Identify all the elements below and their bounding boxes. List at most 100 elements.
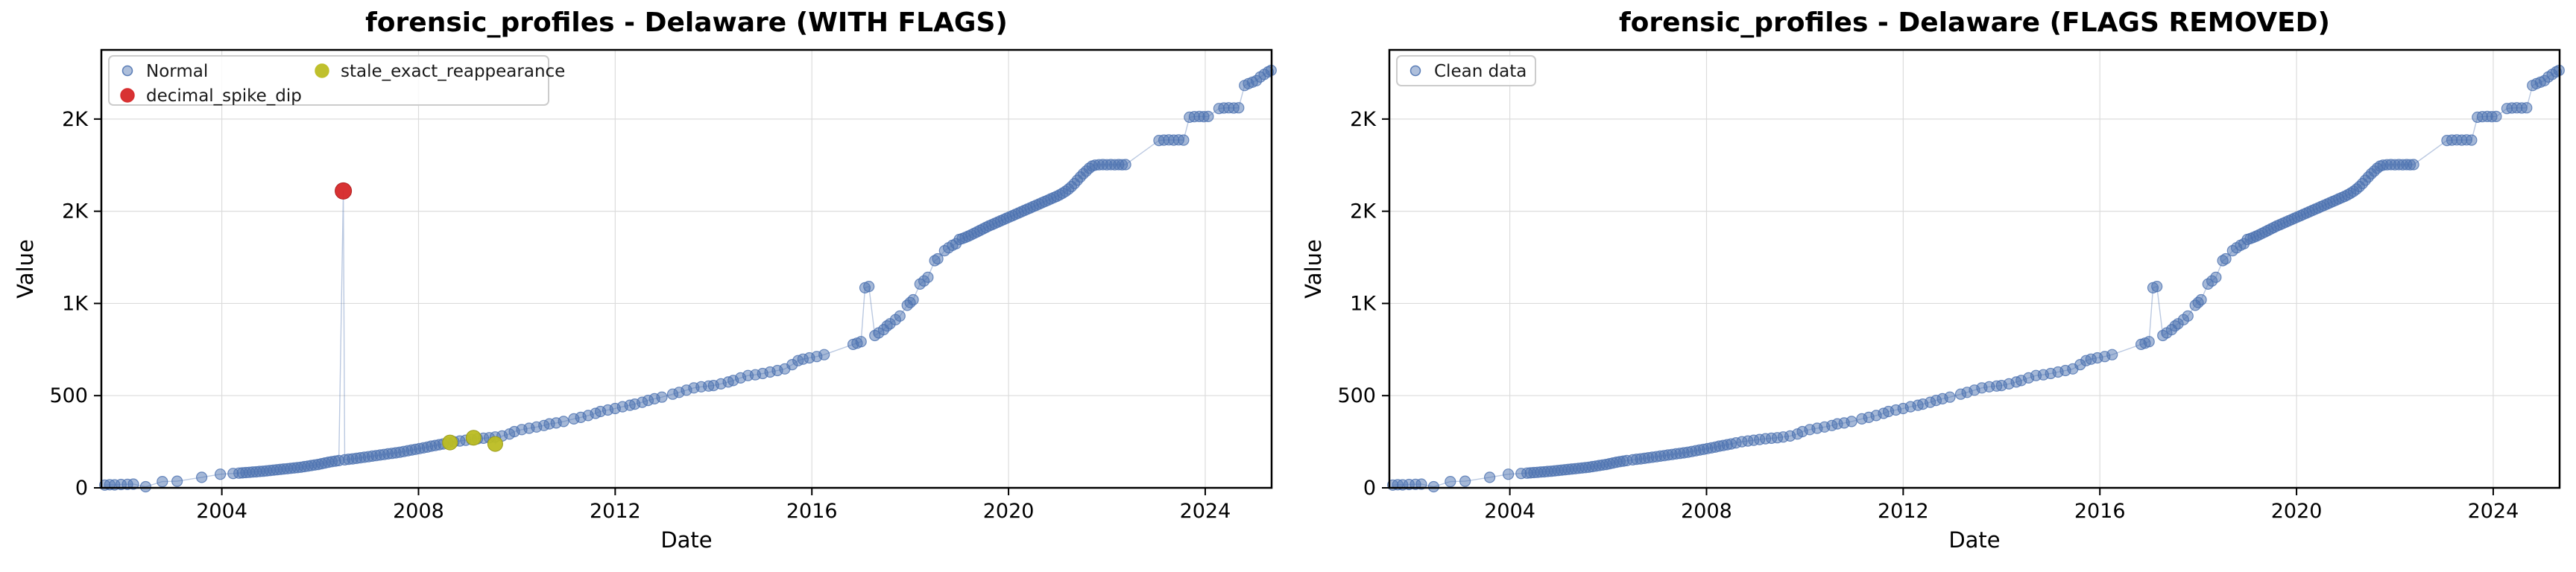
y-tick-label: 1K: [1350, 292, 1377, 315]
chart-title: forensic_profiles - Delaware (FLAGS REMO…: [1619, 7, 2330, 38]
legend-item-label: Clean data: [1434, 62, 1527, 81]
y-tick-label: 0: [75, 477, 88, 500]
data-point: [2521, 102, 2533, 114]
x-axis-ticks: 2004 2008 2012 2016 2020 2024: [1484, 488, 2519, 523]
data-point: [1202, 110, 1214, 122]
data-point: [932, 252, 944, 265]
data-point: [2210, 271, 2222, 283]
legend-item-label: Normal: [146, 62, 208, 81]
plot-frame: [1388, 48, 2561, 489]
y-tick-label: 2K: [1350, 108, 1377, 131]
y-tick-label: 2K: [1350, 200, 1377, 223]
data-point: [2408, 159, 2419, 171]
data-point: [1503, 468, 1515, 480]
chart-svg: 2004 2008 2012 2016 2020 2024 0 500 1K 2K 2K forens…: [1301, 7, 2565, 553]
x-tick-label: 2012: [590, 500, 641, 523]
y-tick-label: 0: [1363, 477, 1376, 500]
x-axis-label: Date: [1948, 527, 2000, 553]
legend: Clean data: [1396, 55, 1536, 86]
data-point: [1944, 391, 1956, 403]
legend-marker-icon: [315, 63, 329, 78]
legend-item-label: stale_exact_reappearance: [341, 62, 565, 81]
data-point: [1233, 102, 1245, 114]
flag-point-red: [335, 182, 353, 200]
data-point: [1120, 159, 1131, 171]
flag-point-yellow: [442, 434, 458, 451]
x-tick-label: 2020: [983, 500, 1035, 523]
flag-points-spike: [335, 182, 353, 200]
data-point: [196, 471, 208, 483]
x-tick-label: 2012: [1878, 500, 1929, 523]
grid: [1389, 50, 2560, 489]
chart-title: forensic_profiles - Delaware (WITH FLAGS…: [365, 7, 1008, 38]
flag-point-yellow: [487, 436, 503, 452]
x-axis-label: Date: [660, 527, 712, 553]
data-line: [104, 69, 1272, 488]
data-point: [922, 271, 934, 283]
data-line: [1392, 69, 2560, 488]
data-point: [2106, 349, 2118, 360]
x-tick-label: 2008: [1681, 500, 1732, 523]
data-point: [157, 475, 168, 488]
data-point: [2220, 252, 2232, 265]
flag-points-stale: [442, 430, 503, 452]
grid: [101, 50, 1272, 489]
y-axis-label: Value: [13, 239, 38, 299]
data-point: [818, 349, 830, 360]
data-point: [127, 478, 139, 490]
normal-points: [99, 64, 1277, 493]
normal-points: [1387, 64, 2565, 493]
x-tick-label: 2024: [2468, 500, 2519, 523]
chart-panel-with-flags: 2004 2008 2012 2016 2020 2024 0 500 1K 2K 2K forens…: [13, 7, 1277, 553]
data-point: [558, 416, 569, 428]
y-tick-label: 500: [49, 384, 88, 407]
x-axis-ticks: 2004 2008 2012 2016 2020 2024: [196, 488, 1231, 523]
legend-item-label: decimal_spike_dip: [146, 86, 302, 106]
data-point: [2466, 134, 2478, 146]
x-tick-label: 2016: [2074, 500, 2126, 523]
data-point: [863, 281, 875, 293]
data-point: [1427, 480, 1439, 493]
data-point: [171, 475, 183, 487]
legend-marker-icon: [121, 65, 133, 77]
chart-svg: 2004 2008 2012 2016 2020 2024 0 500 1K 2K 2K forens…: [13, 7, 1277, 553]
x-tick-label: 2004: [196, 500, 247, 523]
data-point: [1445, 475, 1456, 488]
x-tick-label: 2024: [1180, 500, 1231, 523]
data-point: [1415, 478, 1427, 490]
y-axis-label: Value: [1301, 239, 1326, 299]
data-point: [1484, 471, 1496, 483]
x-tick-label: 2008: [393, 500, 444, 523]
chart-panel-flags-removed: 2004 2008 2012 2016 2020 2024 0 500 1K 2K 2K forens…: [1288, 0, 2576, 572]
legend-marker-icon: [1409, 65, 1421, 77]
y-tick-label: 500: [1337, 384, 1376, 407]
x-tick-label: 2004: [1484, 500, 1535, 523]
flag-point-yellow: [465, 430, 482, 446]
y-axis-ticks: 0 500 1K 2K 2K: [49, 108, 101, 500]
data-point: [2151, 281, 2163, 293]
data-point: [656, 391, 668, 403]
y-tick-label: 1K: [62, 292, 89, 315]
x-tick-label: 2016: [786, 500, 838, 523]
plot-frame: [100, 48, 1273, 489]
data-point: [894, 310, 906, 322]
data-point: [139, 480, 151, 493]
data-point: [1178, 134, 1190, 146]
legend-marker-icon: [120, 88, 135, 103]
data-point: [2490, 110, 2502, 122]
legend: Normal decimal_spike_dip stale_exact_reapp…: [108, 55, 565, 106]
x-tick-label: 2020: [2271, 500, 2323, 523]
data-point: [2143, 336, 2155, 348]
y-tick-label: 2K: [62, 108, 89, 131]
data-point: [1846, 416, 1857, 428]
legend-box: [108, 55, 549, 106]
legend-box: [1396, 55, 1536, 86]
y-tick-label: 2K: [62, 200, 89, 223]
y-axis-ticks: 0 500 1K 2K 2K: [1337, 108, 1389, 500]
data-point: [907, 293, 919, 306]
data-point: [215, 468, 227, 480]
data-point: [2195, 293, 2207, 306]
data-point: [2182, 310, 2194, 322]
data-point: [855, 336, 867, 348]
